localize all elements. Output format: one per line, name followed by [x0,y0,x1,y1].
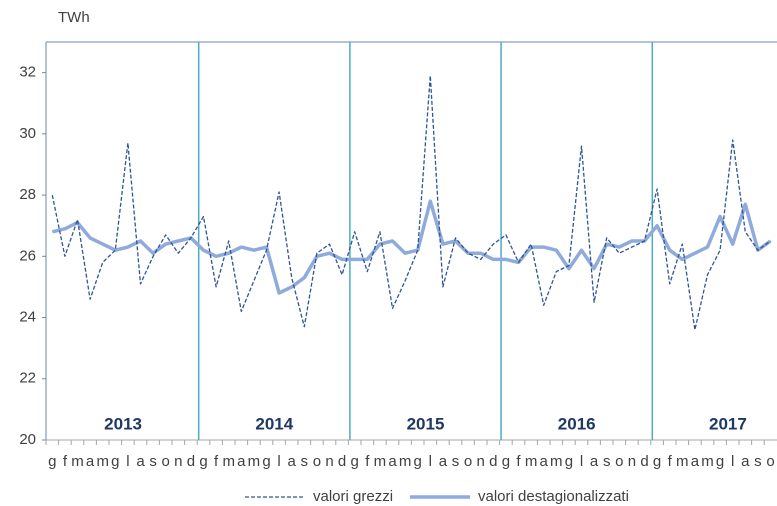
x-tick-label: g [262,453,270,470]
legend-label: valori grezzi [313,488,393,505]
x-tick-label: g [351,453,359,470]
x-tick-label: a [388,453,397,470]
x-tick-label: a [237,453,246,470]
x-tick-label: l [731,453,734,470]
x-tick-label: l [580,453,583,470]
x-tick-label: s [754,453,762,470]
x-tick-label: d [338,453,346,470]
x-tick-label: f [365,453,370,470]
x-tick-label: a [590,453,599,470]
y-tick-label: 22 [19,370,36,387]
x-tick-label: n [325,453,333,470]
x-tick-label: a [136,453,145,470]
year-label: 2015 [407,414,445,433]
x-tick-label: m [248,453,261,470]
x-tick-label: o [615,453,623,470]
x-tick-label: m [550,453,563,470]
x-tick-label: d [489,453,497,470]
x-tick-label: a [86,453,95,470]
x-tick-label: f [516,453,521,470]
x-tick-label: o [313,453,321,470]
x-tick-label: s [149,453,157,470]
y-tick-label: 20 [19,431,36,448]
x-tick-label: f [63,453,68,470]
year-label: 2013 [104,414,142,433]
x-tick-label: g [653,453,661,470]
y-tick-label: 30 [19,125,36,142]
x-tick-label: o [766,453,774,470]
x-tick-label: n [628,453,636,470]
year-label: 2017 [709,414,747,433]
x-tick-label: g [111,453,119,470]
y-tick-label: 28 [19,186,36,203]
y-tick-label: 26 [19,247,36,264]
x-tick-label: m [676,453,689,470]
legend-label: valori destagionalizzati [478,488,629,505]
x-tick-label: f [668,453,673,470]
x-tick-label: l [126,453,129,470]
series-line [51,75,771,331]
x-tick-label: g [48,453,56,470]
x-tick-label: m [374,453,387,470]
x-tick-label: o [464,453,472,470]
x-tick-label: l [429,453,432,470]
x-tick-label: a [741,453,750,470]
year-label: 2016 [558,414,596,433]
x-tick-label: l [277,453,280,470]
x-tick-label: n [174,453,182,470]
series-line [51,199,772,295]
x-tick-label: m [525,453,538,470]
x-tick-label: g [716,453,724,470]
y-tick-label: 32 [19,64,36,81]
x-tick-label: g [199,453,207,470]
x-tick-label: g [565,453,573,470]
y-tick-label: 24 [19,309,36,326]
y-unit: TWh [58,9,90,26]
x-tick-label: g [414,453,422,470]
x-tick-label: a [288,453,297,470]
x-tick-label: m [701,453,714,470]
x-tick-label: a [540,453,549,470]
x-tick-label: m [71,453,84,470]
year-label: 2014 [255,414,293,433]
x-tick-label: f [214,453,219,470]
x-tick-label: m [222,453,235,470]
x-tick-label: s [301,453,309,470]
x-tick-label: n [477,453,485,470]
x-tick-label: d [187,453,195,470]
x-tick-label: s [452,453,460,470]
x-tick-label: m [96,453,109,470]
x-tick-label: g [502,453,510,470]
x-tick-label: d [640,453,648,470]
x-tick-label: o [162,453,170,470]
x-tick-label: m [399,453,412,470]
x-tick-label: s [603,453,611,470]
x-tick-label: a [439,453,448,470]
x-tick-label: a [691,453,700,470]
